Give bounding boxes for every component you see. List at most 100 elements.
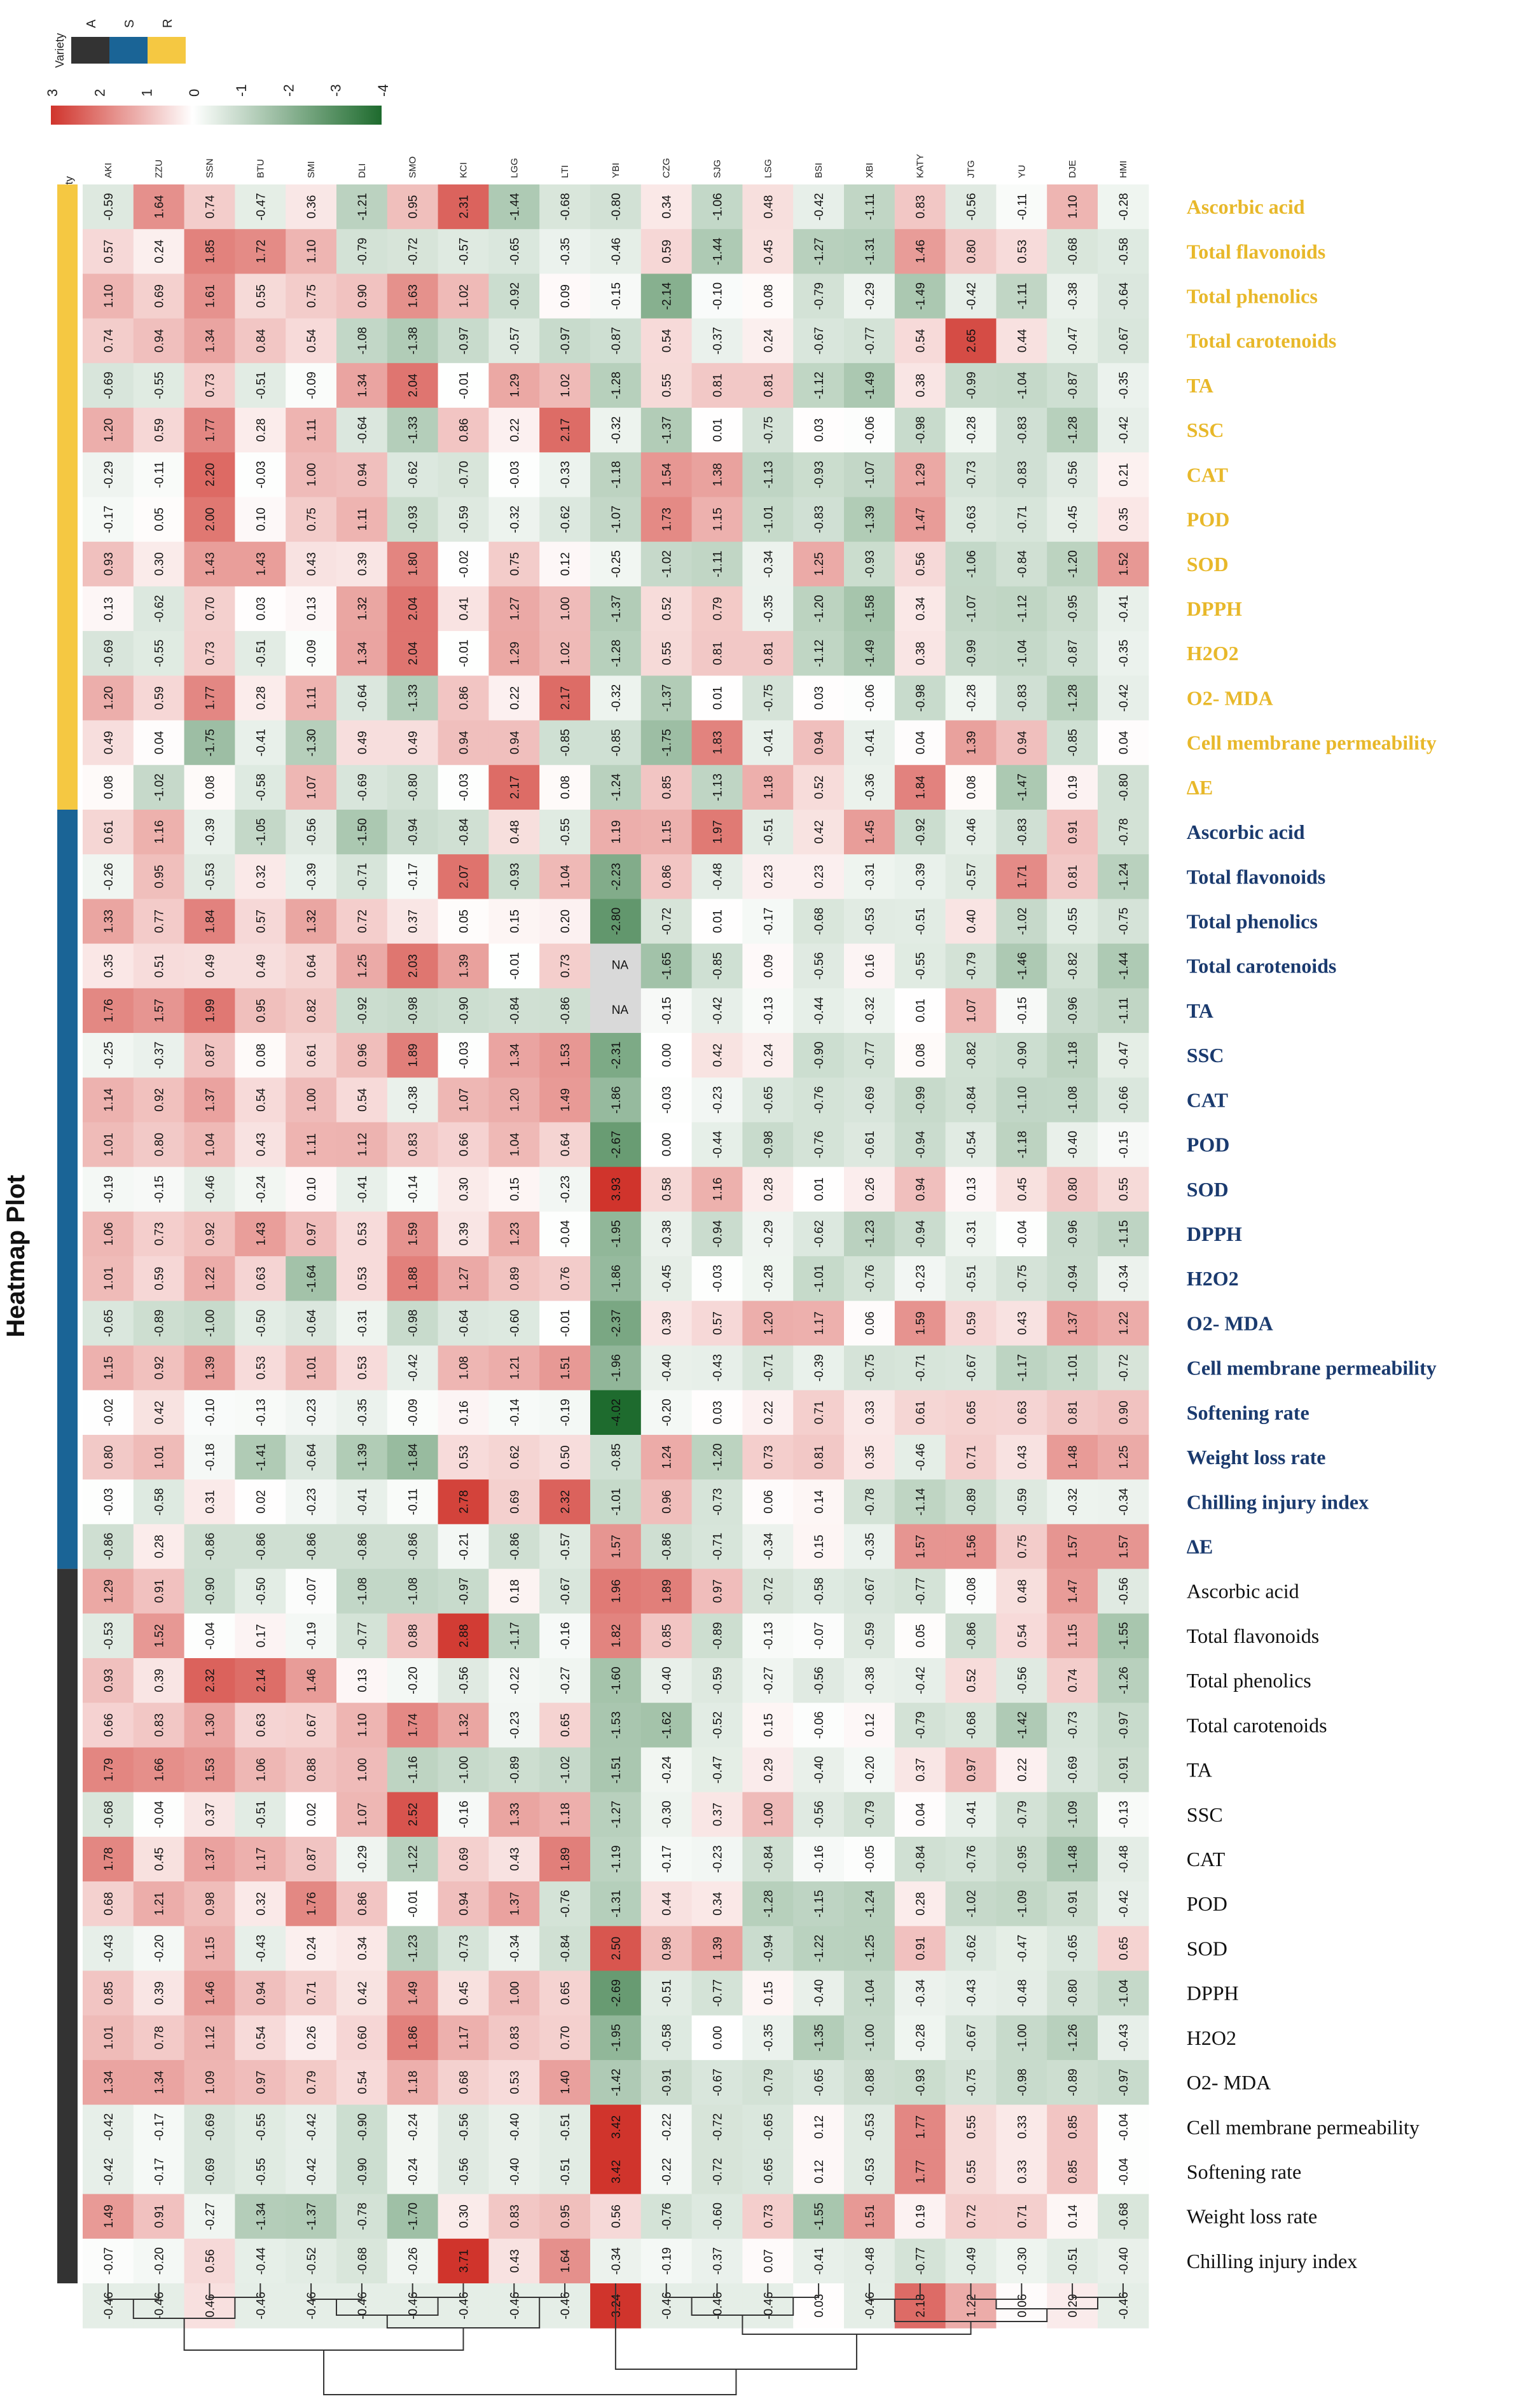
heatmap-cell — [488, 1301, 540, 1346]
cell-value-label: 0.35 — [102, 954, 116, 978]
cell-value-label: -0.03 — [458, 1041, 471, 1069]
cell-value-label: -0.29 — [102, 461, 116, 488]
cell-value-label: -0.23 — [712, 1845, 725, 1872]
heatmap-cell — [286, 1792, 337, 1837]
column-label: HMI — [1118, 161, 1129, 179]
heatmap-cell — [945, 1747, 997, 1793]
cell-value-label: -0.13 — [762, 1622, 775, 1649]
cell-value-label: -0.09 — [305, 640, 319, 667]
heatmap-cell — [539, 1613, 591, 1659]
column-label: LSG — [763, 159, 773, 178]
heatmap-cell — [1047, 765, 1098, 810]
heatmap-cell — [286, 1077, 337, 1123]
heatmap-cell — [793, 1568, 845, 1614]
heatmap-cell — [539, 943, 591, 989]
heatmap-cell — [945, 1434, 997, 1480]
heatmap-cell — [742, 1434, 794, 1480]
heatmap-cell — [336, 1613, 388, 1659]
cell-value-label: 0.63 — [254, 1713, 268, 1737]
heatmap-cell — [1098, 675, 1149, 721]
cell-value-label: -1.24 — [610, 773, 623, 801]
heatmap-cell — [387, 1792, 439, 1837]
cell-value-label: -1.15 — [813, 1890, 826, 1918]
cell-value-label: 2.04 — [407, 373, 420, 397]
heatmap-cell — [438, 1077, 489, 1123]
cell-value-label: 1.51 — [559, 1356, 572, 1380]
heatmap-cell — [1098, 765, 1149, 810]
cell-value-label: 0.66 — [458, 1133, 471, 1156]
heatmap-cell — [235, 1211, 286, 1257]
heatmap-cell — [793, 586, 845, 632]
heatmap-cell — [387, 541, 439, 587]
heatmap-cell — [1098, 229, 1149, 275]
heatmap-cell — [996, 720, 1047, 766]
cell-value-label: 0.30 — [153, 552, 167, 576]
cell-value-label: 2.07 — [458, 865, 471, 889]
cell-value-label: -1.26 — [1067, 2024, 1080, 2051]
heatmap-cell — [184, 765, 235, 810]
cell-value-label: -0.29 — [762, 1220, 775, 1247]
heatmap-cell — [133, 1122, 185, 1168]
heatmap-cell — [133, 720, 185, 766]
cell-value-label: 0.92 — [153, 1088, 167, 1112]
cell-value-label: -0.66 — [1117, 1086, 1131, 1114]
cell-value-label: 0.64 — [305, 954, 319, 978]
cell-value-label: -0.28 — [1117, 193, 1131, 220]
cell-value-label: -0.11 — [153, 461, 167, 488]
cell-value-label: -0.93 — [864, 550, 877, 578]
cell-value-label: 1.46 — [915, 240, 928, 263]
heatmap-cell — [184, 1658, 235, 1703]
heatmap-cell — [235, 229, 286, 275]
cell-value-label: 1.06 — [102, 1222, 116, 1246]
heatmap-cell — [539, 2149, 591, 2195]
cell-value-label: -0.40 — [661, 1666, 674, 1694]
cell-value-label: -0.60 — [712, 2203, 725, 2230]
heatmap-cell — [1098, 541, 1149, 587]
cell-value-label: -0.86 — [305, 1533, 319, 1560]
heatmap-cell — [438, 631, 489, 676]
heatmap-cell — [336, 541, 388, 587]
heatmap-cell — [945, 1881, 997, 1927]
heatmap-cell — [133, 1390, 185, 1436]
cell-value-label: 0.57 — [102, 240, 116, 263]
cell-value-label: -0.96 — [1067, 1220, 1080, 1247]
cell-value-label: -0.39 — [305, 863, 319, 890]
column-label: SSN — [205, 158, 216, 178]
cell-value-label: -0.70 — [458, 461, 471, 488]
heatmap-cell — [133, 2149, 185, 2195]
heatmap-cell — [387, 1434, 439, 1480]
row-label: Chilling injury index — [1187, 2250, 1357, 2273]
cell-value-label: 1.00 — [508, 1981, 522, 2005]
cell-value-label: -0.08 — [965, 1577, 979, 1605]
heatmap-cell — [83, 1077, 134, 1123]
heatmap-cell — [640, 2194, 693, 2239]
heatmap-cell — [488, 229, 540, 275]
cell-value-label: 0.24 — [762, 1043, 775, 1067]
heatmap-cell — [83, 675, 134, 721]
heatmap-cell — [133, 943, 185, 989]
heatmap-cell — [438, 1390, 489, 1436]
cell-value-label: -0.91 — [661, 2068, 674, 2096]
heatmap-cell — [945, 854, 997, 900]
cell-value-label: -0.25 — [610, 550, 623, 578]
cell-value-label: -0.69 — [204, 2114, 218, 2141]
heatmap-cell — [793, 318, 845, 364]
cell-value-label: 0.86 — [661, 865, 674, 889]
cell-value-label: -0.42 — [305, 2114, 319, 2141]
heatmap-cell — [590, 497, 642, 543]
cell-value-label: 0.85 — [102, 1981, 116, 2005]
heatmap-cell — [235, 1434, 286, 1480]
cell-value-label: -0.69 — [1067, 1756, 1080, 1783]
heatmap-cell — [742, 1836, 794, 1882]
heatmap-cell — [235, 943, 286, 989]
cell-value-label: -0.93 — [508, 863, 522, 890]
heatmap-cell — [742, 586, 794, 632]
heatmap-cell — [894, 1434, 946, 1480]
cell-value-label: 0.35 — [864, 1446, 877, 1469]
cell-value-label: 3.42 — [610, 2115, 623, 2139]
cell-value-label: 0.49 — [254, 954, 268, 978]
row-label: SOD — [1187, 553, 1229, 576]
heatmap-cell — [1047, 854, 1098, 900]
heatmap-cell — [83, 765, 134, 810]
row-label: POD — [1187, 1892, 1227, 1915]
